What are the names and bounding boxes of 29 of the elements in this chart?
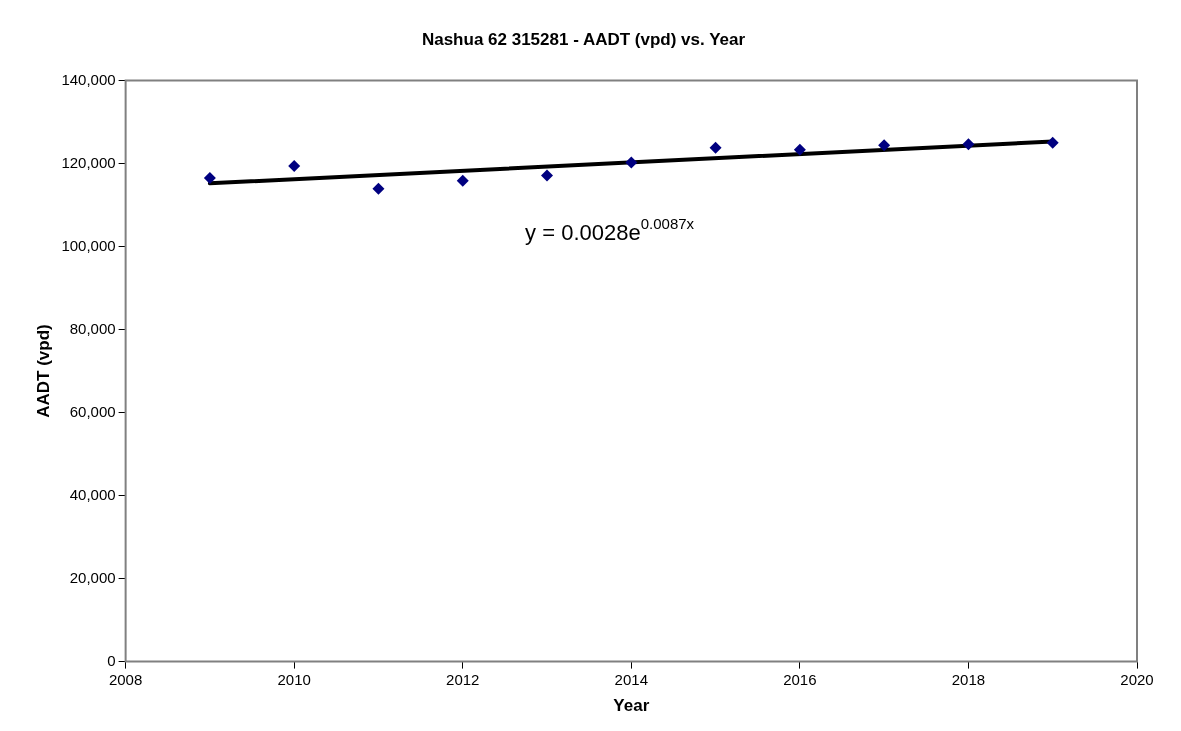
x-tick-label: 2014: [614, 670, 648, 688]
x-tick-label: 2016: [783, 670, 817, 688]
point: [456, 174, 469, 187]
point: [878, 139, 891, 152]
point: [288, 159, 301, 172]
point: [709, 141, 722, 154]
y-tick-label: 120,000: [61, 153, 116, 171]
x-tick-label: 2008: [108, 670, 143, 688]
point: [625, 156, 638, 169]
y-tick-label: 100,000: [61, 236, 116, 254]
point: [541, 169, 554, 182]
y-tick-label: 40,000: [69, 485, 116, 503]
point: [372, 182, 385, 195]
x-tick-label: 2020: [1120, 670, 1154, 688]
point: [962, 138, 975, 151]
point: [1046, 136, 1059, 149]
x-tick-label: 2018: [951, 670, 986, 688]
chart-title: Nashua 62 315281 - AADT (vpd) vs. Year: [421, 29, 746, 49]
x-tick-label: 2010: [277, 670, 311, 688]
y-tick-label: 20,000: [69, 568, 116, 586]
x-axis-title: Year: [613, 696, 650, 716]
x-tick-label: 2012: [446, 670, 480, 688]
point: [793, 143, 806, 156]
y-axis-title: AADT (vpd): [33, 324, 53, 418]
y-tick-label: 80,000: [69, 319, 116, 337]
y-tick-label: 0: [107, 651, 116, 669]
y-tick-label: 140,000: [61, 70, 116, 88]
point: [203, 171, 216, 184]
y-tick-label: 60,000: [69, 402, 116, 420]
